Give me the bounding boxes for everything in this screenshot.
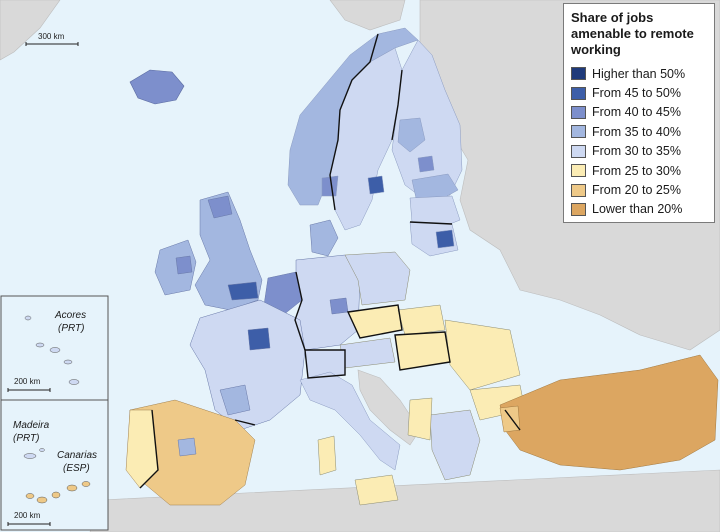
legend-swatch — [571, 144, 586, 158]
legend-swatch — [571, 125, 586, 139]
legend-label: Lower than 20% — [592, 202, 683, 217]
legend-swatch — [571, 67, 586, 81]
ireland-region — [154, 239, 197, 296]
france-region — [189, 299, 306, 431]
inset-panels: Acores (PRT) Madeira (PRT) Canarias (ESP… — [0, 295, 109, 531]
greenland-land — [0, 0, 61, 61]
central-europe-regions — [304, 251, 521, 391]
legend-item: From 30 to 35% — [571, 142, 708, 161]
legend-items: Higher than 50% From 45 to 50% From 40 t… — [571, 64, 708, 219]
scalebar-main: 300 km — [25, 32, 79, 46]
legend-label: From 35 to 40% — [592, 124, 681, 139]
western-europe-regions — [189, 254, 361, 431]
southeast-europe-regions — [407, 384, 526, 481]
sardinia-region — [317, 435, 337, 476]
helsinki-region — [417, 155, 435, 173]
legend-label: From 25 to 30% — [592, 163, 681, 178]
madeira-code: (PRT) — [13, 433, 39, 444]
finland-south-region — [397, 117, 426, 153]
acores-islands — [24, 315, 80, 385]
balkans-land — [357, 369, 421, 446]
sicily-region — [354, 474, 399, 506]
madeira-name: Madeira — [13, 420, 50, 431]
denmark-region — [309, 219, 339, 257]
legend-item: Higher than 50% — [571, 64, 708, 83]
canarias-code: (ESP) — [63, 463, 90, 474]
hungary-border — [394, 331, 451, 371]
arctic-land — [329, 0, 406, 31]
legend-swatch — [571, 86, 586, 100]
finland-region — [391, 39, 463, 201]
germany-west-border — [294, 271, 306, 351]
map-legend: Share of jobs amenable to remote working… — [563, 3, 715, 223]
legend-item: From 20 to 25% — [571, 180, 708, 199]
madeira-canarias-inset — [0, 399, 109, 531]
legend-item: From 35 to 40% — [571, 122, 708, 141]
legend-swatch — [571, 164, 586, 178]
legend-item: Lower than 20% — [571, 200, 708, 219]
stockholm-region — [367, 175, 385, 195]
scalebar-acores: 200 km — [7, 377, 51, 392]
france-south-region — [219, 384, 251, 416]
benelux-region — [263, 271, 303, 317]
legend-item: From 25 to 30% — [571, 161, 708, 180]
canarias-islands — [25, 481, 91, 504]
germany-region — [294, 254, 361, 351]
greece-region — [429, 409, 481, 481]
latvia-lithuania-border — [409, 221, 453, 225]
dublin-region — [175, 255, 193, 275]
canarias-name: Canarias — [57, 450, 97, 461]
paris-region — [247, 327, 271, 351]
legend-label: From 45 to 50% — [592, 86, 681, 101]
legend-label: From 20 to 25% — [592, 183, 681, 198]
estonia-region — [411, 173, 459, 201]
legend-swatch — [571, 202, 586, 216]
germany-city-region — [329, 297, 349, 315]
scalebar-acores-label: 200 km — [14, 377, 41, 386]
legend-item: From 45 to 50% — [571, 83, 708, 102]
country-borders — [139, 33, 521, 489]
london-region — [227, 281, 259, 301]
legend-swatch — [571, 183, 586, 197]
legend-label: From 30 to 35% — [592, 144, 681, 159]
legend-label: Higher than 50% — [592, 66, 686, 81]
poland-region — [344, 251, 411, 306]
sweden-finland-border — [391, 69, 403, 141]
scalebar-madeira-label: 200 km — [14, 511, 41, 520]
scotland-region — [207, 195, 233, 219]
norway-sweden-border — [329, 33, 379, 211]
nordic-regions — [287, 27, 463, 231]
italy-region — [299, 371, 401, 471]
legend-swatch — [571, 105, 586, 119]
switzerland-border — [304, 349, 346, 379]
spain-portugal-border — [139, 409, 159, 489]
madrid-region — [177, 437, 197, 457]
vilnius-region — [435, 229, 455, 249]
acores-code: (PRT) — [58, 323, 84, 334]
croatia-region — [407, 397, 433, 441]
scalebar-madeira: 200 km — [7, 511, 51, 526]
oslo-region — [321, 175, 339, 197]
acores-name: Acores — [54, 310, 86, 321]
legend-title: Share of jobs amenable to remote working — [571, 10, 694, 57]
scalebar-main-label: 300 km — [38, 32, 65, 41]
iceland-region — [129, 69, 185, 105]
turkey-region — [499, 354, 719, 471]
czechia-border — [346, 304, 403, 339]
legend-label: From 40 to 45% — [592, 105, 681, 120]
baltic-regions — [409, 173, 461, 257]
legend-item: From 40 to 45% — [571, 103, 708, 122]
madeira-islands — [23, 448, 45, 459]
greece-turkey-border — [504, 409, 521, 431]
pyrenees-border — [234, 419, 256, 426]
slovakia-region — [397, 304, 446, 336]
